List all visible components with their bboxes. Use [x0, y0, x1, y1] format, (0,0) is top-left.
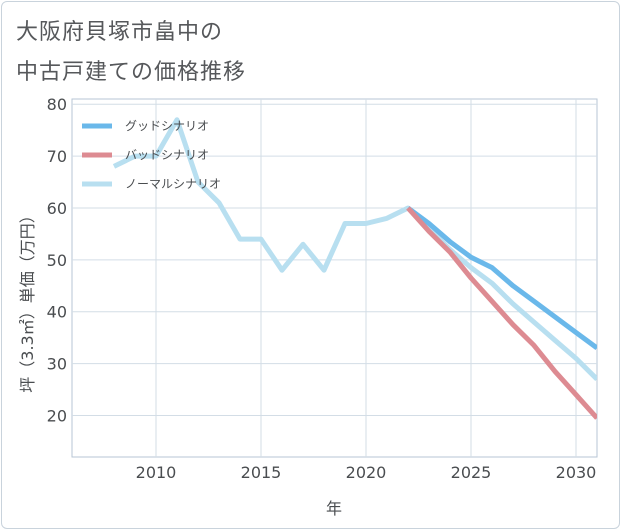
- y-tick-label: 20: [47, 406, 67, 425]
- grid: [72, 99, 597, 457]
- x-tick-label: 2020: [346, 463, 387, 482]
- plot-area: [71, 98, 598, 458]
- x-tick-label: 2010: [136, 463, 177, 482]
- x-axis-title: 年: [326, 499, 342, 518]
- y-tick-label: 70: [47, 147, 67, 166]
- chart-title-line-1: 大阪府貝塚市畠中の: [16, 20, 224, 45]
- y-tick-label: 30: [47, 355, 67, 374]
- series-layer: [112, 117, 597, 420]
- x-tick-label: 2025: [451, 463, 492, 482]
- legend-label: ノーマルシナリオ: [125, 177, 221, 191]
- y-tick-label: 60: [47, 199, 67, 218]
- y-tick-label: 40: [47, 303, 67, 322]
- y-tick-label: 80: [47, 95, 67, 114]
- legend-label: バッドシナリオ: [125, 148, 209, 162]
- series-line-2: [406, 206, 597, 420]
- x-tick-label: 2015: [241, 463, 282, 482]
- chart-title-line-2: 中古戸建ての価格推移: [16, 60, 247, 85]
- series-line-1: [406, 205, 597, 351]
- x-tick-label: 2030: [556, 463, 597, 482]
- series-line-3: [112, 117, 597, 381]
- legend-label: グッドシナリオ: [125, 119, 209, 133]
- y-tick-label: 50: [47, 251, 67, 270]
- y-axis-title: 坪（3.3㎡）単価（万円）: [18, 207, 37, 392]
